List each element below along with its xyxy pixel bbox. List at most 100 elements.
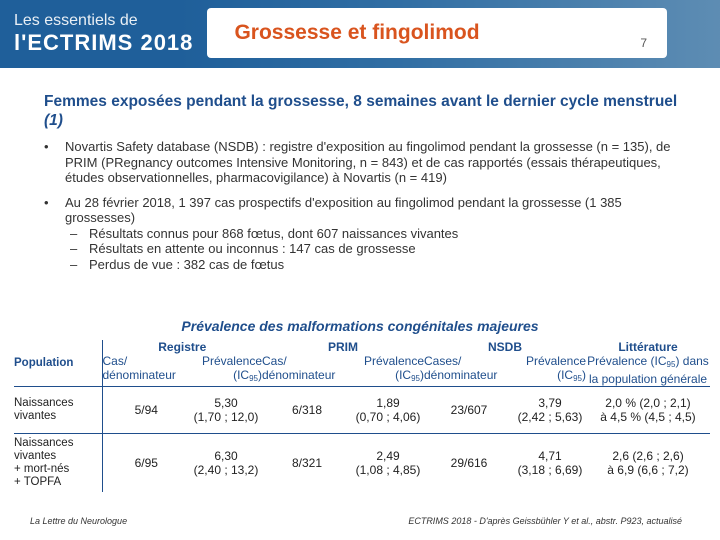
row-label-line: vivantes [14,450,57,462]
table-header-row: Population Registre Cas/ Prévalence déno… [14,340,710,387]
lit-value: à 4,5 % (4,5 ; 4,5) [600,410,696,424]
table-row: Naissances vivantes + mort-nés + TOPFA 6… [14,433,710,493]
litterature-header: Littérature Prévalence (IC95) dans la po… [586,340,710,387]
ic-sub: 95 [249,374,258,383]
prev-value: 5,30 [214,396,238,410]
page-number: 7 [640,36,647,50]
ic-value: (1,70 ; 12,0) [193,410,259,424]
nsdb-header: NSDB Cases/ Prévalence dénominateur (IC9… [424,340,586,387]
sub-bullet-item: – Résultats connus pour 868 fœtus, dont … [65,226,694,242]
dash-icon: – [70,256,78,272]
cas-label: Cas/ [102,354,128,368]
row-label-line: + mort-nés [14,463,70,475]
prevalence-label: Prévalence [525,354,586,368]
group-litterature: Littérature [618,340,678,354]
subtitle: Femmes exposées pendant la grossesse, 8 … [44,92,694,130]
denominateur-label: dénominateur [102,368,176,382]
sub-bullet-text: Résultats connus pour 868 fœtus, dont 60… [89,225,459,241]
ic-value: (0,70 ; 4,06) [355,410,421,424]
ic-end: ) [258,368,262,382]
reg-cas-cell: 5/94 [102,386,190,434]
ic-label: (IC95) [557,368,586,386]
ic-sub: 95 [573,374,582,383]
ic-end: ) [420,368,424,382]
prev-value: 3,79 [538,396,562,410]
row-label: Naissances vivantes [14,386,103,434]
registre-header: Registre Cas/ Prévalence dénominateur (I… [102,340,262,387]
prevalence-label: Prévalence [201,354,262,368]
prev-value: 4,71 [538,449,562,463]
prim-subheader: Cas/ Prévalence [262,354,424,368]
title-box: Grossesse et fingolimod 7 [207,8,667,58]
bullet-text: Novartis Safety database (NSDB) : regist… [65,139,671,185]
registre-subheader: Cas/ Prévalence [103,354,263,368]
table-title: Prévalence des malformations congénitale… [181,318,539,334]
bullet-text: Au 28 février 2018, 1 397 cas prospectif… [65,194,622,226]
sub-bullet-text: Résultats en attente ou inconnus : 147 c… [89,241,416,256]
ic-value: (1,08 ; 4,85) [355,463,421,477]
reg-cas-cell: 6/95 [134,456,158,470]
bullet-item: • Au 28 février 2018, 1 397 cas prospect… [44,195,694,273]
prevalence-label: Prévalence [363,354,424,368]
subtitle-ref: (1) [44,112,63,129]
prev-value: 6,30 [214,449,238,463]
denominateur-label: dénominateur [424,368,498,382]
reg-prev-cell: 6,30 (2,40 ; 13,2) [190,434,262,493]
population-header: Population [14,340,103,387]
ic-value: (2,42 ; 5,63) [517,410,583,424]
footer-reference: ECTRIMS 2018 - D'après Geissbühler Y et … [408,516,682,526]
ic-end: ) [582,368,586,382]
ic-sub: 95 [666,360,676,369]
bullet-dot-icon: • [44,139,49,154]
lit-cell: 2,0 % (2,0 ; 2,1) à 4,5 % (4,5 ; 4,5) [586,386,710,434]
prim-cas-cell: 6/318 [262,386,352,434]
nsdb-subheader: Cases/ Prévalence [424,354,586,368]
cas-label: Cases/ [424,354,462,368]
lit-subheader: Prévalence (IC95) dans [586,354,710,372]
nsdb-subheader2: dénominateur (IC95) [424,368,586,386]
row-label-line: Naissances [14,437,74,449]
ic-text: (IC [557,368,574,382]
row-label-line: Naissances [14,397,74,409]
row-label-line: + TOPFA [14,476,62,488]
lit-value: 2,0 % (2,0 ; 2,1) [605,396,691,410]
lit-line1: Prévalence (IC [587,354,667,368]
reg-prev-cell: 5,30 (1,70 ; 12,0) [190,386,262,434]
group-nsdb: NSDB [487,340,522,354]
row-label: Naissances vivantes + mort-nés + TOPFA [14,433,103,492]
ic-text: (IC [233,368,250,382]
group-prim: PRIM [328,340,358,354]
malformation-table: Population Registre Cas/ Prévalence déno… [14,340,710,492]
row-label-line: vivantes [14,410,57,422]
prim-header: PRIM Cas/ Prévalence dénominateur (IC95) [262,340,424,387]
slide-title: Grossesse et fingolimod [234,21,480,44]
prim-prev-cell: 1,89 (0,70 ; 4,06) [352,386,424,434]
nsdb-cas-cell: 23/607 [424,386,514,434]
brand-line2: l'ECTRIMS 2018 [14,30,194,55]
prim-cas-cell: 8/321 [291,456,323,470]
subtitle-text: Femmes exposées pendant la grossesse, 8 … [44,93,678,110]
denominateur-label: dénominateur [262,368,336,382]
ic-label: (IC95) [233,368,262,386]
prim-prev-cell: 2,49 (1,08 ; 4,85) [352,434,424,493]
lit-line1-end: ) dans [675,354,709,368]
bullet-item: • Novartis Safety database (NSDB) : regi… [44,139,694,186]
lit-value: à 6,9 (6,6 ; 7,2) [607,463,689,477]
prev-value: 1,89 [376,396,400,410]
bullet-list: • Novartis Safety database (NSDB) : regi… [44,139,694,281]
nsdb-cas-cell: 29/616 [450,456,488,470]
sub-bullet-item: – Résultats en attente ou inconnus : 147… [65,241,694,257]
lit-line2: la population générale [588,372,708,386]
ic-sub: 95 [411,374,420,383]
brand-logo: Les essentiels de l'ECTRIMS 2018 [14,12,193,56]
dash-icon: – [70,241,78,256]
sub-bullet-text: Perdus de vue : 382 cas de fœtus [89,256,285,272]
table-row: Naissances vivantes 5/94 5,30 (1,70 ; 12,… [14,386,710,434]
registre-subheader2: dénominateur (IC95) [103,368,263,386]
brand-line1: Les essentiels de [14,12,138,29]
ic-text: (IC [395,368,412,382]
lit-value: 2,6 (2,6 ; 2,6) [612,449,684,463]
ic-value: (3,18 ; 6,69) [517,463,583,477]
sub-bullet-item: – Perdus de vue : 382 cas de fœtus [65,257,694,273]
ic-label: (IC95) [395,368,424,386]
